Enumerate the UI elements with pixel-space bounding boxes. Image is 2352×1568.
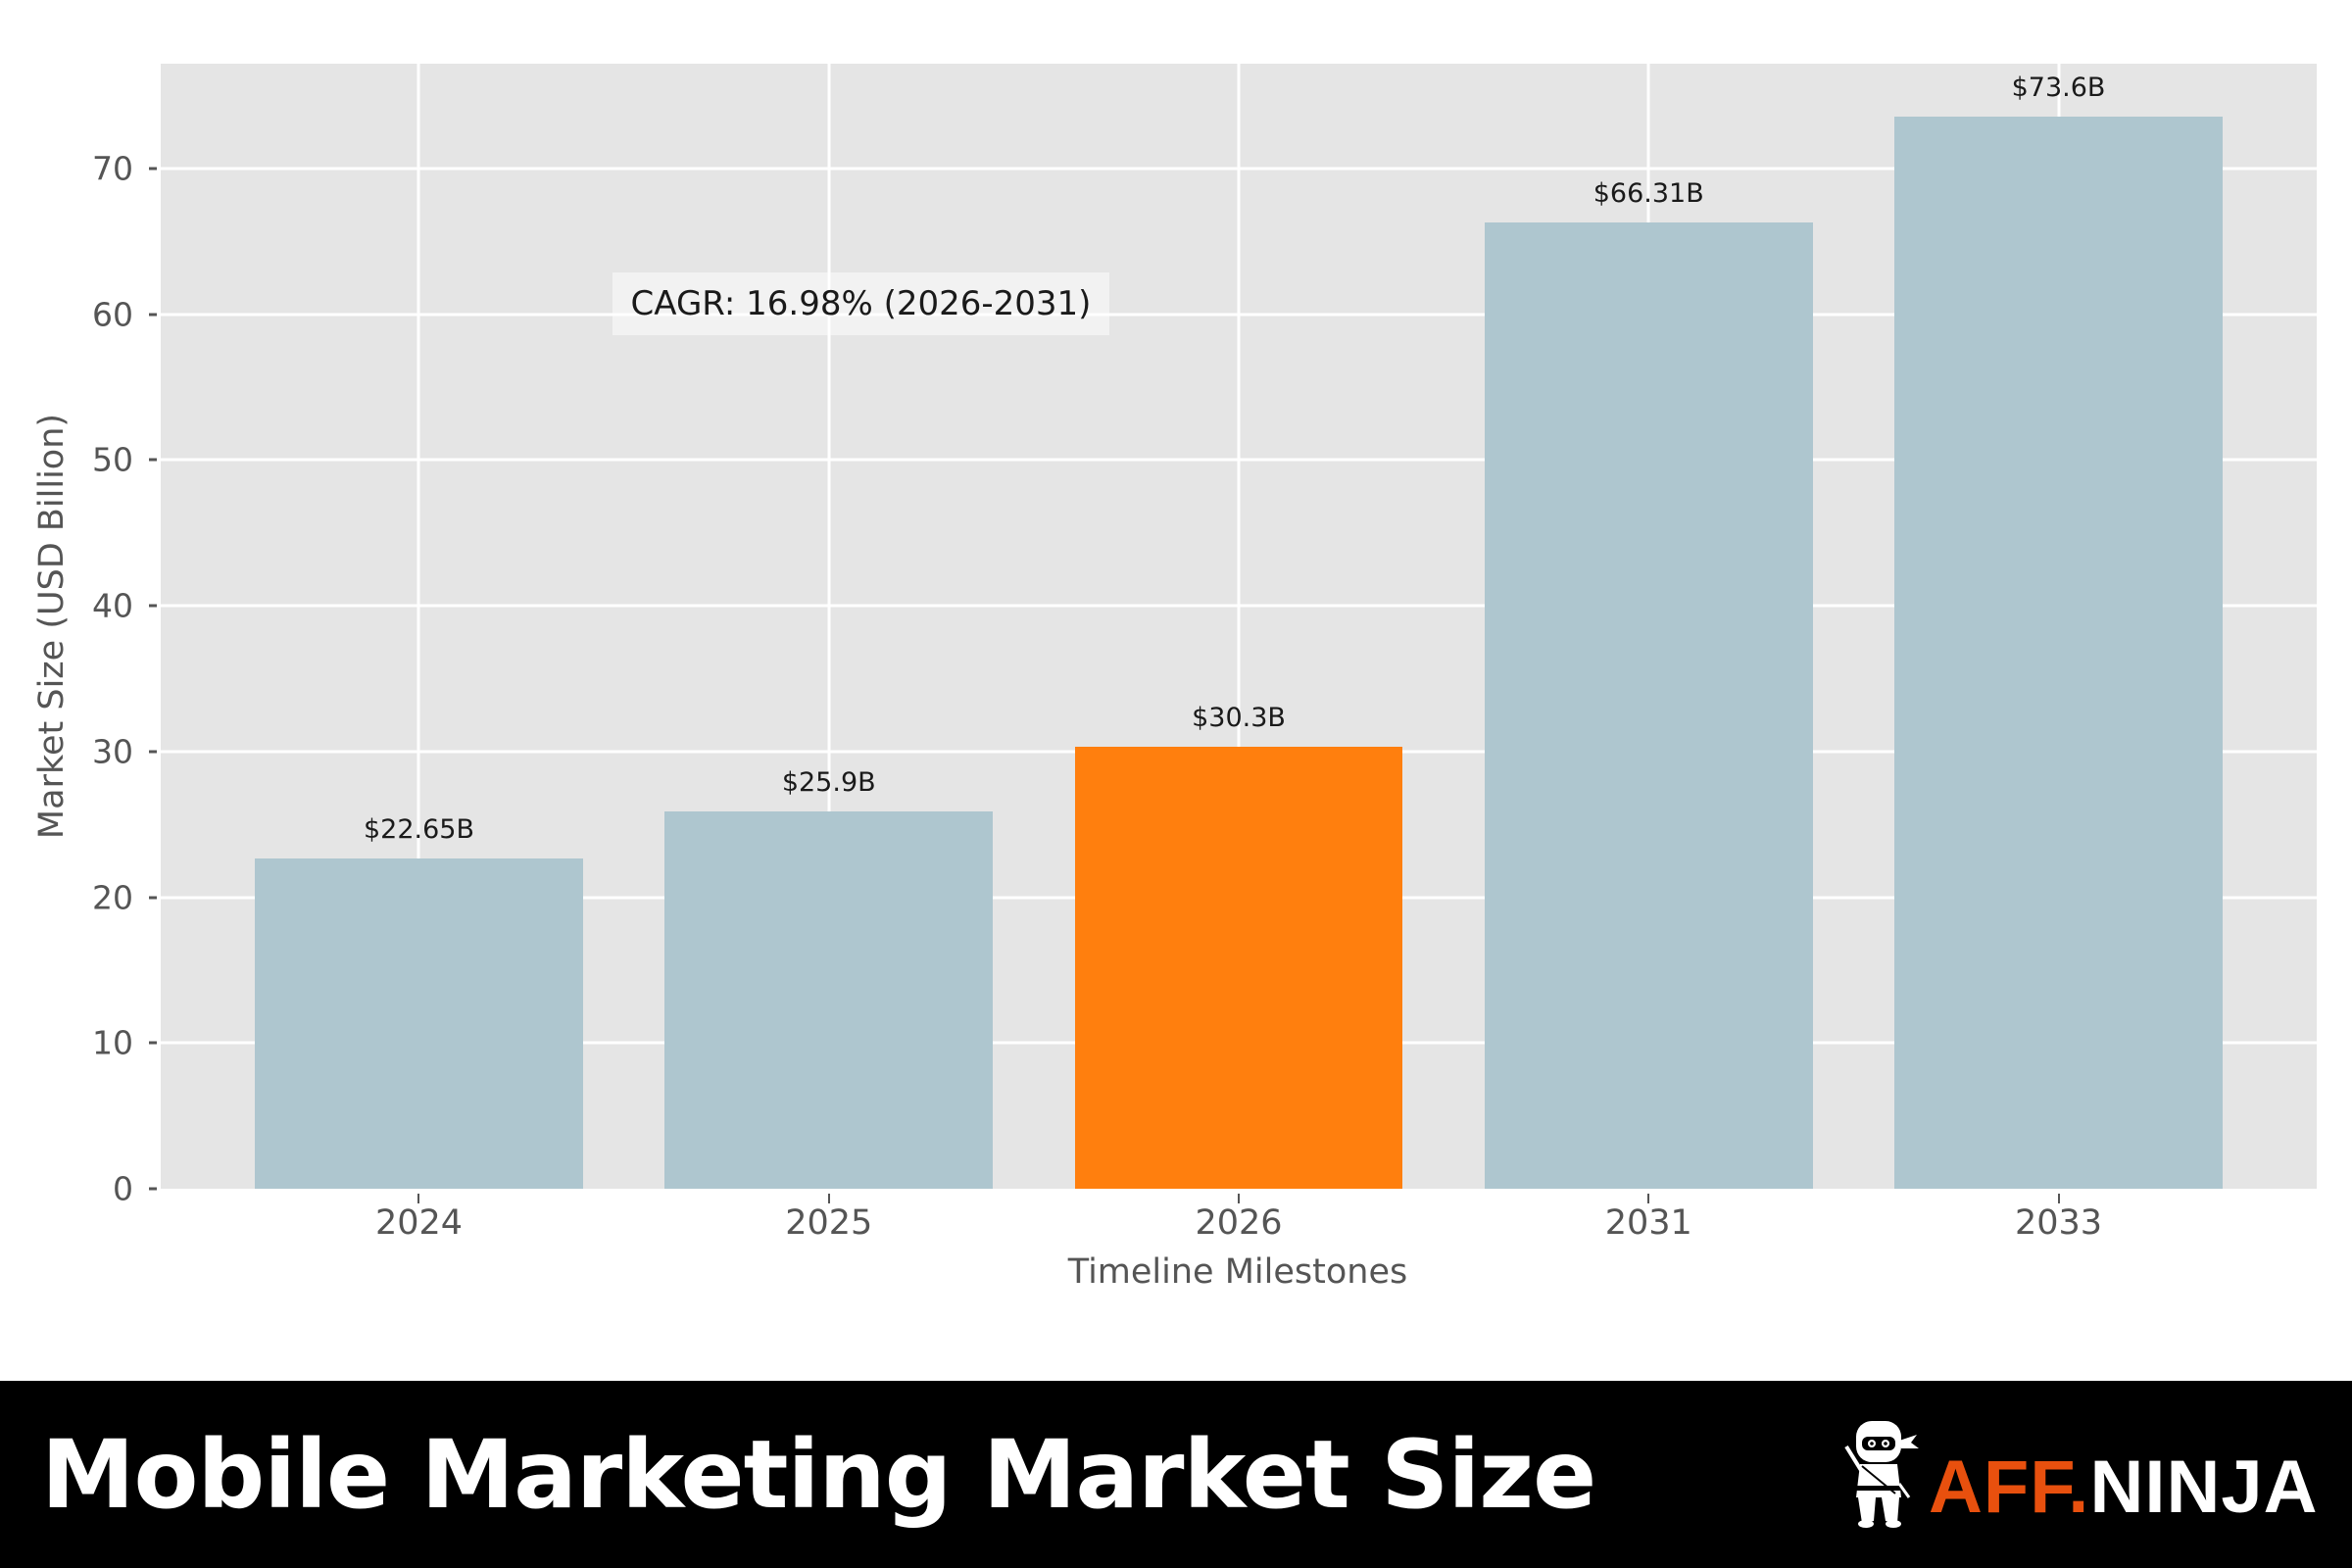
x-tick-label: 2026	[1195, 1203, 1283, 1243]
y-tick-label: 0	[113, 1169, 133, 1208]
x-tick-label: 2033	[2014, 1203, 2103, 1243]
gridline-x-2026	[1237, 64, 1241, 1189]
y-axis-label: Market Size (USD Billion)	[32, 413, 72, 840]
y-tick-mark	[149, 167, 157, 171]
bar-2033	[1894, 116, 2223, 1189]
y-tick-mark	[149, 604, 157, 608]
logo-wordmark: AFF.NINJA	[1929, 1450, 2318, 1525]
bar-value-label: $22.65B	[363, 814, 474, 846]
y-tick-mark	[149, 1041, 157, 1045]
gridline-x-2024	[416, 64, 420, 1189]
chart-area: CAGR: 16.98% (2026-2031) $22.65B $25.9B $30…	[32, 64, 2317, 1292]
plot-area: CAGR: 16.98% (2026-2031) $22.65B $25.9B $30…	[161, 64, 2317, 1189]
x-tick-mark	[1647, 1194, 1650, 1203]
bar-value-label: $30.3B	[1192, 703, 1286, 734]
bar-2024	[255, 858, 583, 1189]
y-tick-label: 10	[92, 1023, 133, 1062]
bar-value-label: $25.9B	[781, 766, 876, 798]
bar-2025	[664, 810, 994, 1189]
title-banner: Mobile Marketing Market Size	[0, 1381, 2352, 1568]
y-tick-label: 50	[92, 440, 133, 479]
gridline-x-2025	[827, 64, 831, 1189]
y-tick-label: 20	[92, 878, 133, 917]
x-tick-mark	[2057, 1194, 2060, 1203]
banner-title: Mobile Marketing Market Size	[41, 1420, 1596, 1530]
logo-ninja-text: NINJA	[2089, 1446, 2319, 1529]
y-tick-mark	[149, 896, 157, 900]
y-tick-mark	[149, 458, 157, 462]
aff-ninja-logo: AFF.NINJA	[1842, 1416, 2318, 1529]
x-tick-mark	[1238, 1194, 1240, 1203]
y-tick-label: 60	[92, 295, 133, 334]
bar-2031	[1484, 221, 1813, 1189]
y-tick-label: 30	[92, 732, 133, 771]
y-tick-mark	[149, 313, 157, 317]
cagr-annotation: CAGR: 16.98% (2026-2031)	[612, 272, 1109, 335]
y-tick-label: 40	[92, 586, 133, 625]
bar-value-label: $73.6B	[2011, 72, 2106, 103]
x-tick-label: 2025	[785, 1203, 873, 1243]
logo-aff-text: AFF.	[1929, 1446, 2090, 1529]
y-tick-label: 70	[92, 149, 133, 188]
x-axis-label: Timeline Milestones	[1067, 1252, 1408, 1292]
x-tick-label: 2024	[374, 1203, 464, 1243]
x-tick-label: 2031	[1604, 1203, 1692, 1243]
y-tick-mark	[149, 750, 157, 754]
y-tick-mark	[149, 1187, 157, 1191]
x-tick-mark	[827, 1194, 830, 1203]
x-tick-mark	[417, 1194, 420, 1203]
bar-2026	[1074, 747, 1403, 1189]
bar-value-label: $66.31B	[1592, 177, 1704, 209]
ninja-mascot-icon	[1844, 1421, 1919, 1528]
